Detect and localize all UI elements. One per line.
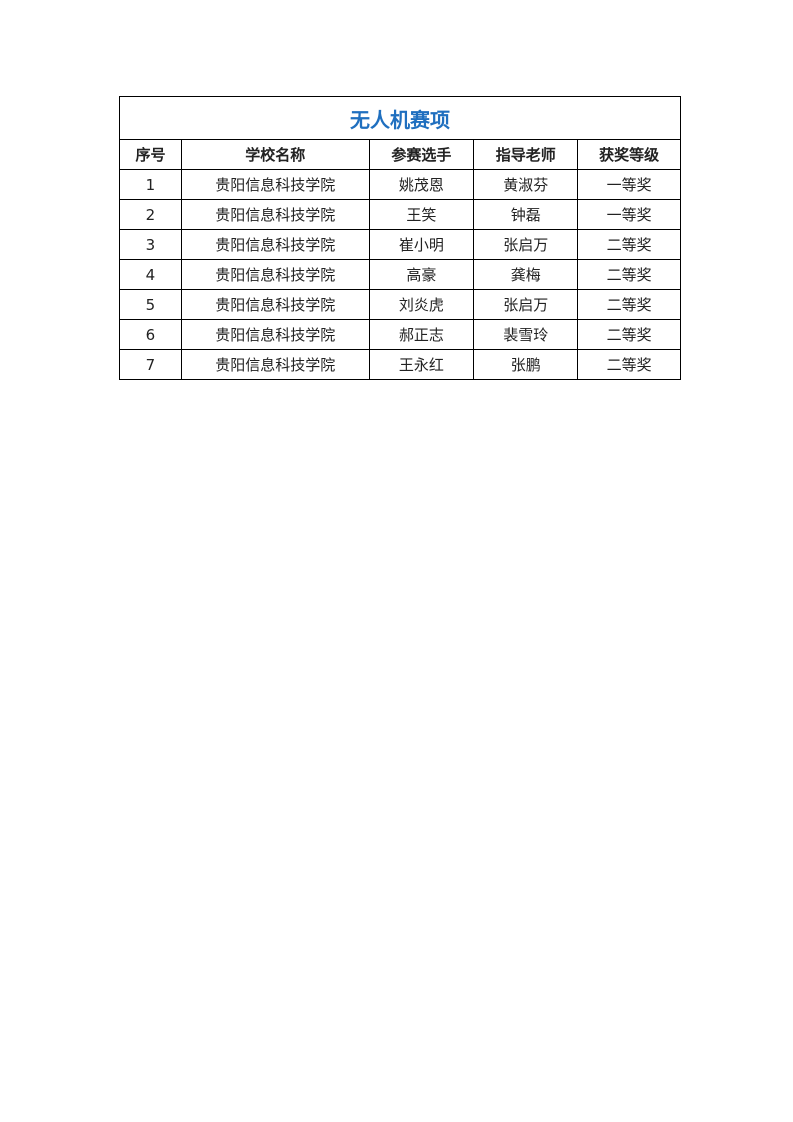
- cell-contestant: 姚茂恩: [368, 169, 475, 200]
- cell-advisor: 龚梅: [473, 259, 579, 290]
- cell-award: 二等奖: [577, 259, 681, 290]
- cell-award: 二等奖: [577, 349, 681, 380]
- cell-contestant: 王永红: [368, 349, 475, 380]
- table-row: 7 贵阳信息科技学院 王永红 张鹏 二等奖: [119, 349, 681, 380]
- table-title: 无人机赛项: [119, 96, 681, 140]
- cell-advisor: 张启万: [473, 289, 579, 320]
- cell-advisor: 钟磊: [473, 199, 579, 230]
- cell-index: 5: [119, 289, 182, 320]
- table-row: 4 贵阳信息科技学院 高豪 龚梅 二等奖: [119, 259, 681, 290]
- cell-contestant: 王笑: [368, 199, 475, 230]
- cell-school: 贵阳信息科技学院: [180, 199, 370, 230]
- cell-award: 二等奖: [577, 229, 681, 260]
- column-header: 指导老师: [473, 139, 579, 170]
- cell-index: 6: [119, 319, 182, 350]
- cell-contestant: 崔小明: [368, 229, 475, 260]
- cell-award: 二等奖: [577, 289, 681, 320]
- table-row: 1 贵阳信息科技学院 姚茂恩 黄淑芬 一等奖: [119, 169, 681, 200]
- cell-contestant: 刘炎虎: [368, 289, 475, 320]
- column-header: 序号: [119, 139, 182, 170]
- cell-award: 一等奖: [577, 169, 681, 200]
- cell-school: 贵阳信息科技学院: [180, 349, 370, 380]
- cell-school: 贵阳信息科技学院: [180, 169, 370, 200]
- header-row: 序号 学校名称 参赛选手 指导老师 获奖等级: [119, 139, 681, 170]
- results-table: 无人机赛项 序号 学校名称 参赛选手 指导老师 获奖等级 1 贵阳信息科技学院 姚茂恩 黄淑芬…: [119, 96, 681, 380]
- cell-school: 贵阳信息科技学院: [180, 259, 370, 290]
- cell-index: 7: [119, 349, 182, 380]
- cell-school: 贵阳信息科技学院: [180, 289, 370, 320]
- cell-index: 4: [119, 259, 182, 290]
- cell-school: 贵阳信息科技学院: [180, 229, 370, 260]
- cell-advisor: 张启万: [473, 229, 579, 260]
- column-header: 获奖等级: [577, 139, 681, 170]
- cell-award: 二等奖: [577, 319, 681, 350]
- cell-contestant: 高豪: [368, 259, 475, 290]
- column-header: 学校名称: [180, 139, 370, 170]
- table-row: 5 贵阳信息科技学院 刘炎虎 张启万 二等奖: [119, 289, 681, 320]
- column-header: 参赛选手: [368, 139, 475, 170]
- table-row: 2 贵阳信息科技学院 王笑 钟磊 一等奖: [119, 199, 681, 230]
- table-row: 3 贵阳信息科技学院 崔小明 张启万 二等奖: [119, 229, 681, 260]
- cell-advisor: 黄淑芬: [473, 169, 579, 200]
- cell-advisor: 张鹏: [473, 349, 579, 380]
- cell-advisor: 裴雪玲: [473, 319, 579, 350]
- cell-award: 一等奖: [577, 199, 681, 230]
- cell-index: 3: [119, 229, 182, 260]
- table-row: 6 贵阳信息科技学院 郝正志 裴雪玲 二等奖: [119, 319, 681, 350]
- cell-contestant: 郝正志: [368, 319, 475, 350]
- cell-index: 1: [119, 169, 182, 200]
- cell-school: 贵阳信息科技学院: [180, 319, 370, 350]
- cell-index: 2: [119, 199, 182, 230]
